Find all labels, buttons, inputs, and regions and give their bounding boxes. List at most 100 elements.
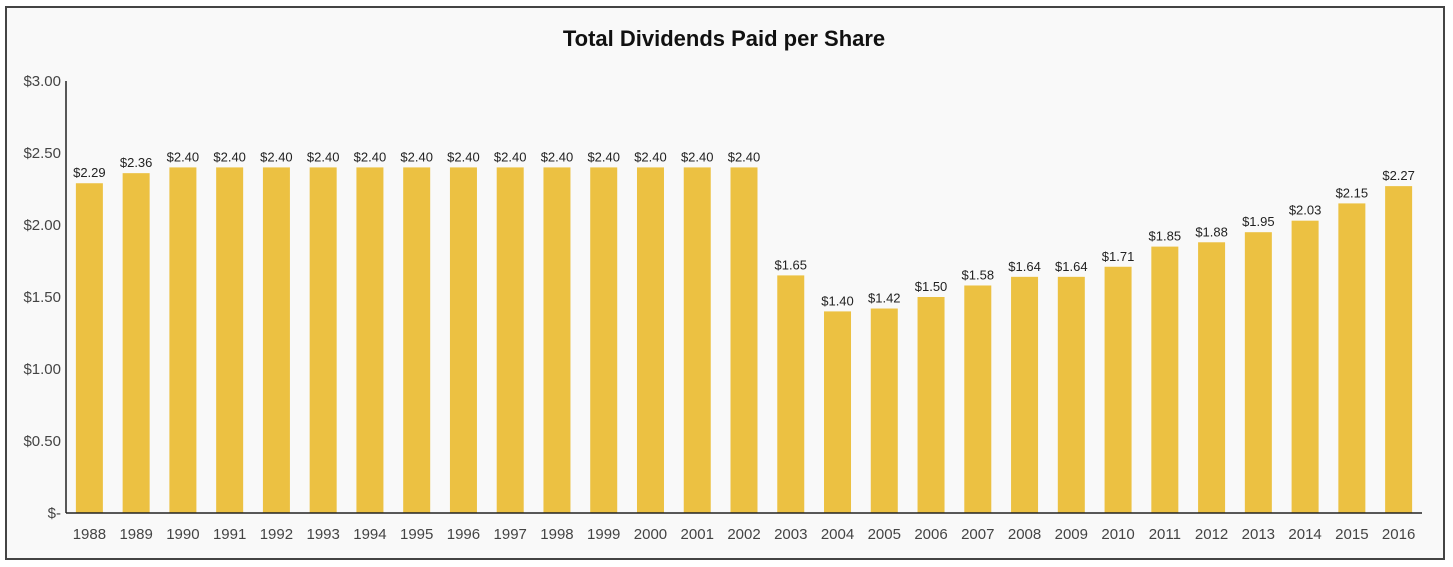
x-axis-ticks: 1988 1989 1990 1991 1992 1993 1994 1995 1996 1997… (73, 526, 1416, 543)
data-label: $1.71 (1102, 249, 1135, 264)
data-label: $1.40 (821, 293, 854, 308)
x-tick-label: 1999 (587, 526, 620, 543)
data-label: $2.40 (541, 149, 574, 164)
x-tick-label: 1988 (73, 526, 106, 543)
x-tick-label: 2011 (1149, 526, 1181, 543)
data-label: $2.40 (494, 149, 527, 164)
bar (309, 167, 337, 513)
data-label: $2.40 (728, 149, 761, 164)
bar (964, 285, 992, 513)
bar (496, 167, 524, 513)
bar (730, 167, 758, 513)
bar (1057, 276, 1085, 513)
bar (262, 167, 290, 513)
data-labels-group: $2.29 $2.36 $2.40 $2.40 $2.40 $2.40 $2.40 $2.40… (73, 149, 1415, 308)
x-tick-label: 2007 (961, 526, 994, 543)
x-tick-label: 2006 (914, 526, 947, 543)
bar (636, 167, 664, 513)
x-tick-label: 1998 (540, 526, 573, 543)
data-label: $2.40 (354, 149, 387, 164)
x-tick-label: 1989 (119, 526, 152, 543)
y-tick-label: $1.00 (23, 361, 61, 378)
y-tick-label: $1.50 (23, 289, 61, 306)
x-tick-label: 2004 (821, 526, 854, 543)
y-tick-label: $0.50 (23, 433, 61, 450)
bar (1011, 276, 1039, 513)
bar (1198, 242, 1226, 513)
data-label: $1.50 (915, 279, 948, 294)
x-tick-label: 2014 (1288, 526, 1321, 543)
data-label: $2.40 (681, 149, 714, 164)
data-label: $2.40 (400, 149, 433, 164)
x-tick-label: 2008 (1008, 526, 1041, 543)
x-tick-label: 2012 (1195, 526, 1228, 543)
data-label: $2.40 (307, 149, 340, 164)
y-tick-label: $- (48, 505, 61, 522)
x-tick-label: 2005 (868, 526, 901, 543)
data-label: $1.88 (1195, 224, 1228, 239)
bar (1291, 220, 1319, 513)
x-tick-label: 2010 (1101, 526, 1134, 543)
data-label: $2.15 (1336, 185, 1369, 200)
x-tick-label: 1992 (260, 526, 293, 543)
x-tick-label: 2003 (774, 526, 807, 543)
bar (870, 308, 898, 513)
data-label: $2.40 (167, 149, 200, 164)
x-tick-label: 2016 (1382, 526, 1415, 543)
bar (75, 183, 103, 514)
data-label: $2.40 (634, 149, 667, 164)
bar (824, 311, 852, 513)
data-label: $2.03 (1289, 203, 1322, 218)
data-label: $1.64 (1055, 259, 1088, 274)
data-label: $1.64 (1008, 259, 1041, 274)
data-label: $2.27 (1382, 168, 1415, 183)
x-tick-label: 1990 (166, 526, 199, 543)
data-label: $1.42 (868, 291, 901, 306)
bar (1385, 186, 1413, 513)
bar (1104, 266, 1132, 513)
x-tick-label: 2000 (634, 526, 667, 543)
bar (1151, 246, 1179, 513)
bar (590, 167, 618, 513)
data-label: $2.36 (120, 155, 153, 170)
data-label: $1.95 (1242, 214, 1275, 229)
bar (1338, 203, 1366, 513)
y-tick-label: $2.50 (23, 145, 61, 162)
bar (917, 297, 945, 513)
y-tick-label: $2.00 (23, 217, 61, 234)
bar (449, 167, 477, 513)
x-tick-label: 1991 (213, 526, 246, 543)
x-tick-label: 2002 (727, 526, 760, 543)
x-tick-label: 1996 (447, 526, 480, 543)
x-tick-label: 2013 (1242, 526, 1275, 543)
bar (777, 275, 805, 513)
x-tick-label: 1994 (353, 526, 386, 543)
data-label: $2.40 (213, 149, 246, 164)
data-label: $2.40 (587, 149, 620, 164)
bars-group (75, 167, 1413, 514)
x-tick-label: 1995 (400, 526, 433, 543)
x-tick-label: 1997 (494, 526, 527, 543)
bar (543, 167, 571, 513)
x-tick-label: 2015 (1335, 526, 1368, 543)
data-label: $2.40 (260, 149, 293, 164)
x-tick-label: 2001 (681, 526, 714, 543)
bar (356, 167, 384, 513)
bar (683, 167, 711, 513)
bar (403, 167, 431, 513)
bar (122, 173, 150, 513)
data-label: $2.40 (447, 149, 480, 164)
chart-title: Total Dividends Paid per Share (563, 26, 885, 51)
x-tick-label: 1993 (306, 526, 339, 543)
data-label: $1.65 (774, 257, 807, 272)
bar (1244, 232, 1272, 513)
y-tick-label: $3.00 (23, 73, 61, 90)
data-label: $2.29 (73, 165, 106, 180)
x-tick-label: 2009 (1055, 526, 1088, 543)
y-axis-ticks: $- $0.50 $1.00 $1.50 $2.00 $2.50 $3.00 (23, 73, 61, 522)
data-label: $1.85 (1149, 229, 1182, 244)
bar (216, 167, 244, 513)
data-label: $1.58 (962, 267, 995, 282)
bar (169, 167, 197, 513)
